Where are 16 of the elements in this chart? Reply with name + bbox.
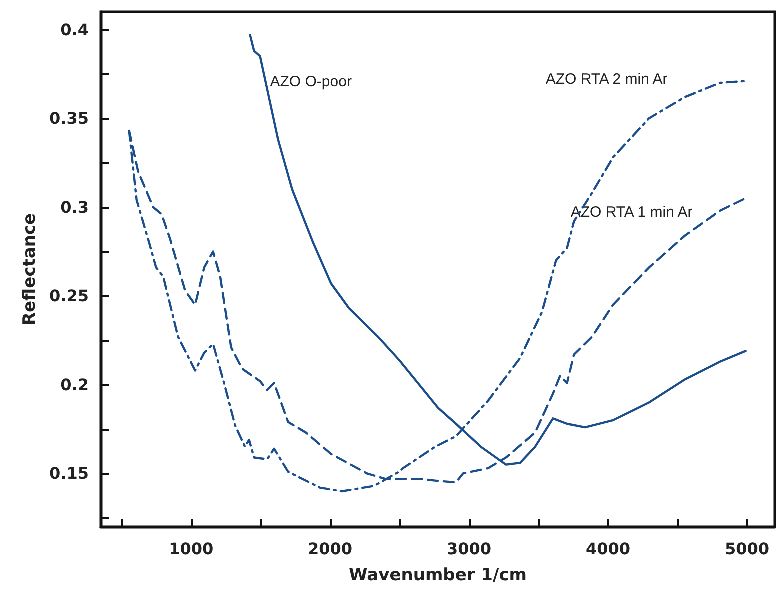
x-tick-label: 3000 (447, 540, 492, 558)
y-axis-title: Reflectance (20, 213, 40, 326)
y-tick-label: 0.2 (60, 375, 89, 394)
x-tick-label: 2000 (308, 540, 353, 558)
x-tick-label: 1000 (169, 540, 214, 558)
x-axis-title: Wavenumber 1/cm (349, 566, 527, 586)
y-tick-label: 0.3 (60, 198, 89, 217)
series-label: AZO O-poor (270, 74, 352, 91)
x-tick-label: 5000 (724, 540, 770, 558)
y-tick-label: 0.4 (60, 20, 89, 40)
x-tick-label: 4000 (586, 540, 631, 558)
y-tick-label: 0.25 (50, 286, 89, 306)
series-label: AZO RTA 1 min Ar (570, 204, 693, 221)
series-label: AZO RTA 2 min Ar (546, 70, 668, 88)
y-tick-label: 0.15 (50, 464, 89, 484)
y-tick-label: 0.35 (50, 109, 89, 128)
